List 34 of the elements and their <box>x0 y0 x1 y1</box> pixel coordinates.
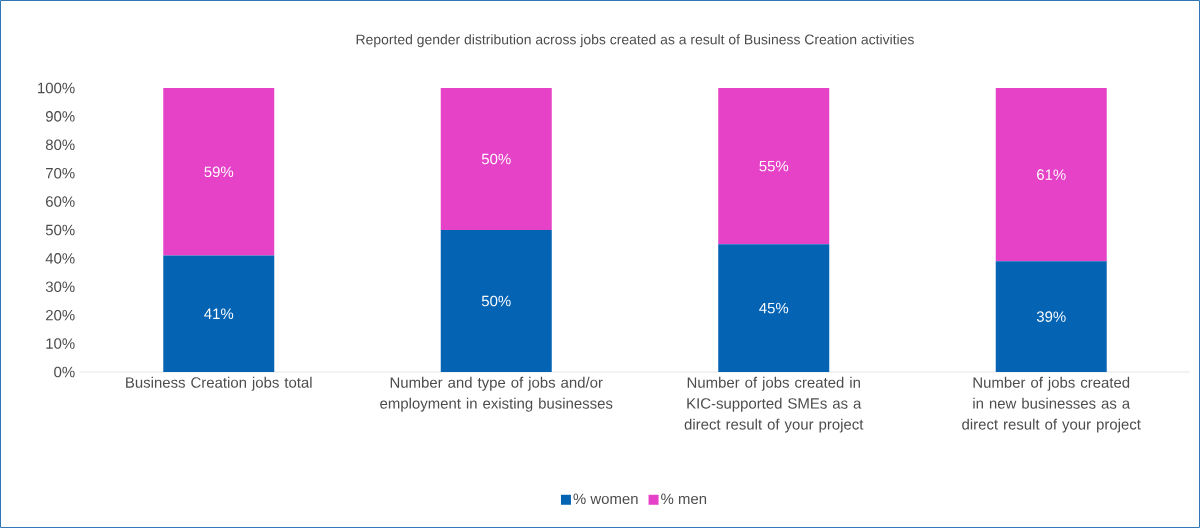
y-tick-label: 30% <box>45 281 75 293</box>
data-label: 39% <box>1036 311 1066 322</box>
y-tick-label: 40% <box>45 253 75 264</box>
y-tick-label: 80% <box>45 139 75 151</box>
y-tick-label: 0% <box>54 366 75 378</box>
data-label: 41% <box>204 308 234 319</box>
bar <box>163 87 275 256</box>
bar <box>995 87 1107 262</box>
bar <box>440 87 552 230</box>
x-tick-label: Number of jobs created in KIC-supported SMEs as a direct result of your project <box>684 376 864 433</box>
y-tick-label: 50% <box>45 224 75 236</box>
bar <box>718 87 830 245</box>
data-label: 50% <box>481 153 511 165</box>
y-tick-label: 20% <box>46 309 75 321</box>
bar <box>440 229 552 372</box>
y-tick-label: 70% <box>46 167 75 179</box>
bar <box>163 255 275 372</box>
bar <box>718 244 830 372</box>
data-label: 61% <box>1037 169 1066 180</box>
bar <box>995 261 1107 372</box>
data-label: 45% <box>759 302 789 314</box>
data-label: 59% <box>204 166 234 178</box>
data-label: 55% <box>759 160 789 172</box>
x-tick-label: Number and type of jobs and/or employment in existing businesses <box>380 376 613 412</box>
x-tick-label: Business Creation jobs total <box>126 376 312 391</box>
data-label: 50% <box>481 295 511 307</box>
legend-label: % women <box>573 493 638 505</box>
y-tick-label: 60% <box>46 196 75 207</box>
legend-label: % men <box>661 493 707 505</box>
chart-title: Reported gender distribution across jobs created as a result of Business Creation activities <box>356 34 914 48</box>
y-tick-label: 100% <box>38 82 75 94</box>
y-tick-label: 90% <box>45 111 75 122</box>
x-tick-label: Number of jobs created in new businesses as a direct result of your project <box>962 376 1141 433</box>
y-tick-label: 10% <box>46 338 75 349</box>
